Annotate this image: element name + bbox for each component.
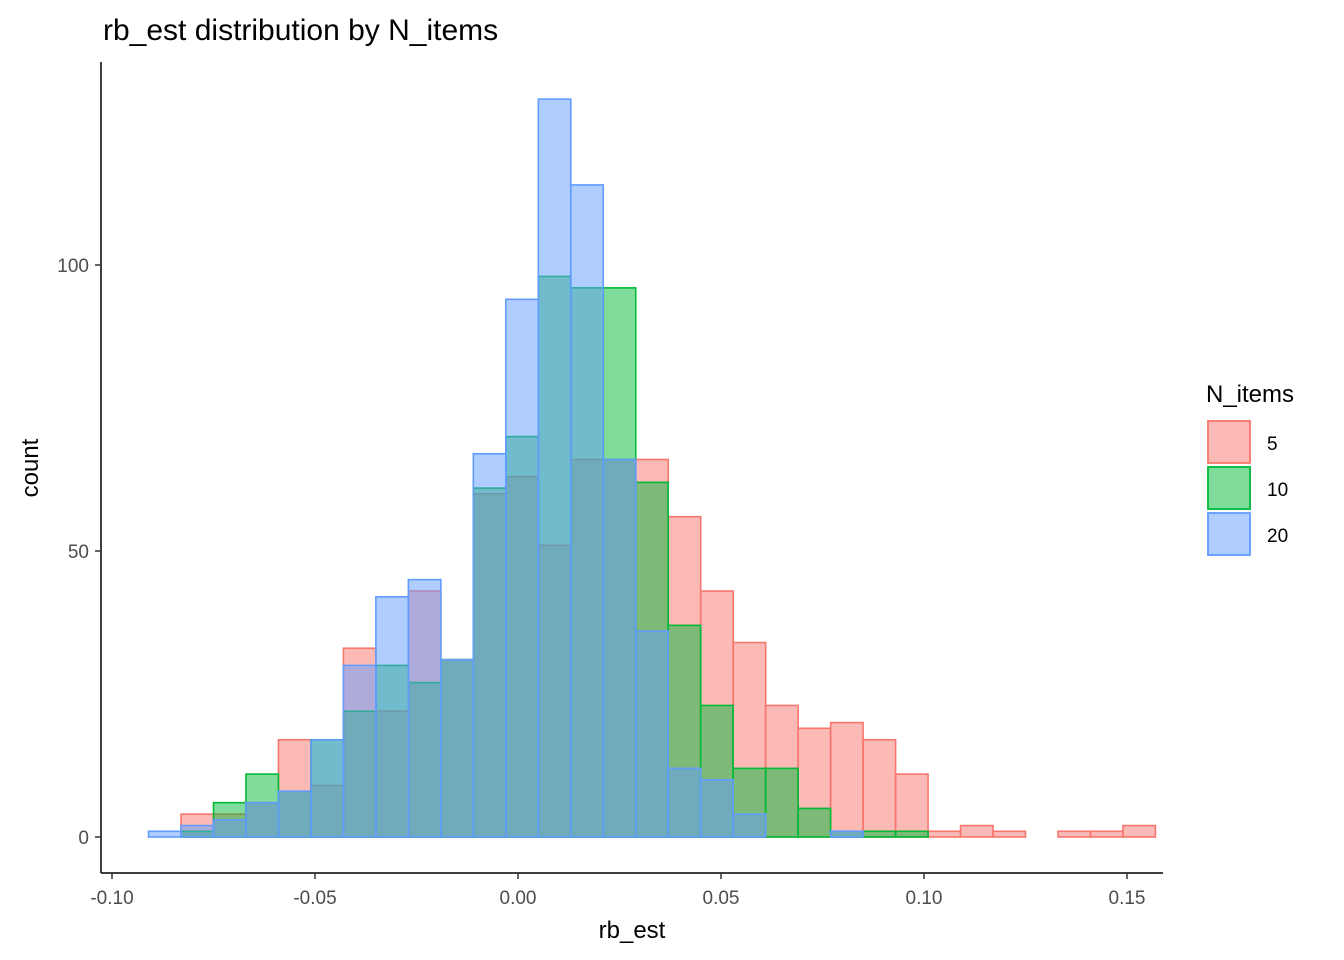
bar-20-13 [569, 184, 605, 838]
legend-swatch-20 [1207, 512, 1251, 556]
bar-20-15 [634, 630, 670, 838]
y-tick-label: 100 [57, 256, 89, 277]
x-tick-label: -0.10 [90, 888, 133, 909]
bar-20-18 [732, 813, 767, 838]
bar-20-14 [602, 458, 637, 838]
x-tick-label: 0.10 [906, 888, 943, 909]
legend: N_items 5 10 20 [1206, 381, 1294, 556]
bar-5-29 [1089, 830, 1124, 838]
bar-20-9 [440, 658, 475, 838]
legend-label-10: 10 [1267, 480, 1288, 501]
x-tick-label: -0.05 [293, 888, 336, 909]
legend-title: N_items [1206, 381, 1294, 408]
chart-title: rb_est distribution by N_items [103, 14, 498, 47]
bar-20-11 [505, 298, 540, 838]
bar-20-1 [180, 824, 215, 838]
bar-20-17 [699, 778, 734, 838]
y-axis-ticks: 0 50 100 [57, 256, 101, 849]
bar-20-0 [147, 830, 182, 838]
legend-label-20: 20 [1267, 526, 1288, 547]
x-tick-label: 0.15 [1109, 888, 1146, 909]
bar-10-23 [894, 830, 929, 838]
bar-5-30 [1122, 824, 1157, 838]
series-20-bars [147, 98, 864, 838]
x-tick-label: 0.00 [500, 888, 537, 909]
bar-20-21 [829, 830, 864, 838]
bar-5-22 [862, 738, 897, 838]
bar-5-25 [959, 824, 994, 838]
bar-20-10 [472, 452, 507, 838]
bar-20-8 [407, 578, 442, 838]
y-tick-label: 50 [68, 542, 89, 563]
bar-5-26 [992, 830, 1027, 838]
bar-10-20 [797, 807, 832, 838]
bar-20-7 [375, 595, 410, 838]
x-axis-title: rb_est [599, 917, 666, 944]
x-axis-ticks: -0.10 -0.05 0.00 0.05 0.10 0.15 [90, 873, 1145, 909]
y-axis-title: count [17, 438, 44, 497]
legend-swatch-5 [1207, 420, 1251, 464]
bar-20-12 [537, 98, 572, 838]
bar-10-19 [764, 767, 799, 838]
bar-20-2 [212, 819, 247, 838]
bar-5-24 [927, 830, 962, 838]
bar-20-16 [667, 767, 702, 838]
legend-label-5: 5 [1267, 434, 1278, 455]
bar-5-21 [829, 721, 864, 838]
x-tick-label: 0.05 [703, 888, 740, 909]
y-tick-label: 0 [78, 828, 89, 849]
bar-20-6 [342, 664, 377, 838]
bar-10-22 [862, 830, 897, 838]
bar-5-23 [894, 773, 929, 838]
bar-20-5 [310, 738, 345, 838]
legend-swatch-10 [1207, 466, 1251, 510]
bar-5-28 [1057, 830, 1092, 838]
histogram-bars [147, 98, 1157, 838]
bar-20-4 [277, 790, 312, 838]
bar-20-3 [245, 801, 280, 838]
